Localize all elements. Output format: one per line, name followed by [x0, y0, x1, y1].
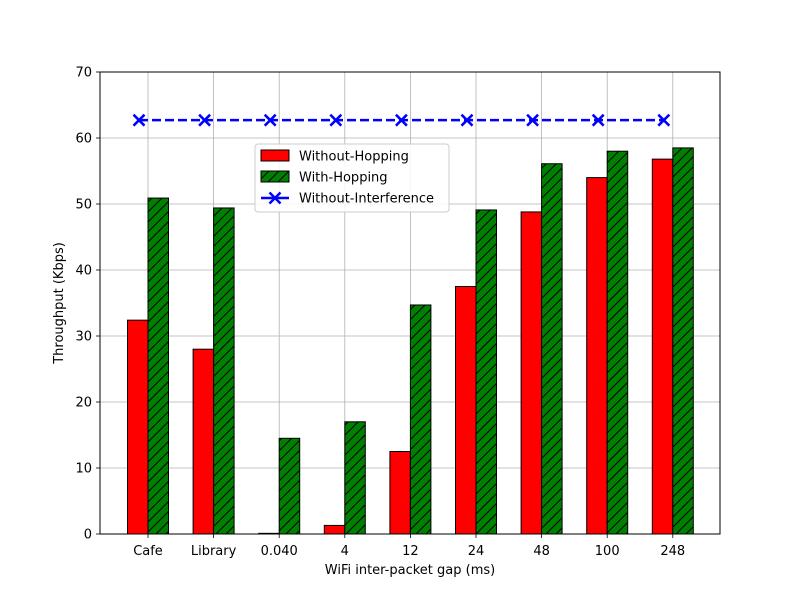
x-tick-label: Cafe — [133, 544, 163, 559]
y-tick-label: 60 — [75, 132, 92, 147]
without-hopping-bar — [389, 451, 411, 535]
with-hopping-bar — [475, 209, 497, 535]
without-interference-marker — [329, 113, 343, 127]
y-tick-label: 70 — [75, 66, 92, 81]
legend-label: Without-Hopping — [299, 150, 409, 165]
without-hopping-bar — [651, 158, 674, 535]
without-hopping-bar — [127, 319, 149, 535]
with-hopping-bar — [278, 437, 301, 535]
legend: Without-Hopping With-Hopping Without-Inter… — [254, 143, 450, 213]
x-tick-label: 48 — [533, 544, 550, 559]
y-tick-label: 50 — [75, 198, 92, 213]
without-interference-marker — [198, 113, 211, 127]
with-hopping-bar — [344, 421, 366, 535]
legend-x-marker — [268, 191, 282, 205]
with-hopping-bar — [213, 207, 235, 535]
x-tick-label: 248 — [660, 544, 685, 559]
without-hopping-bar — [455, 286, 477, 535]
without-interference-marker — [263, 113, 277, 127]
with-hopping-bar — [409, 304, 432, 535]
without-hopping-bar — [192, 348, 215, 535]
with-hopping-bar — [606, 150, 629, 535]
with-hopping-bar — [672, 147, 694, 535]
without-interference-marker — [395, 113, 408, 127]
x-axis: Cafe Library 0.040 4 12 24 48 100 248 — [133, 534, 685, 559]
x-tick-label: Library — [191, 544, 237, 559]
without-hopping-bar — [323, 524, 346, 535]
legend-box — [254, 143, 450, 213]
without-interference-series — [132, 113, 671, 127]
x-axis-label: WiFi inter-packet gap (ms) — [325, 563, 495, 578]
x-tick-label: 100 — [595, 544, 620, 559]
x-tick-label: 12 — [402, 544, 419, 559]
legend-label: With-Hopping — [299, 171, 388, 186]
without-interference-marker — [132, 113, 146, 127]
without-hopping-bar — [586, 177, 608, 535]
without-interference-marker — [526, 113, 539, 127]
y-tick-label: 10 — [75, 462, 92, 477]
y-tick-label: 0 — [84, 528, 92, 543]
x-tick-label: 4 — [341, 544, 349, 559]
x-tick-label: 0.040 — [261, 544, 298, 559]
legend-with-hopping-swatch — [260, 170, 290, 183]
without-interference-marker — [591, 113, 605, 127]
y-axis: 0 10 20 30 40 50 60 70 — [75, 66, 100, 543]
x-tick-label: 24 — [468, 544, 485, 559]
without-interference-marker — [657, 113, 671, 127]
y-axis-label: Throughput (Kbps) — [52, 242, 67, 365]
with-hopping-bar — [147, 197, 169, 535]
y-tick-label: 40 — [75, 264, 92, 279]
legend-label: Without-Interference — [299, 192, 434, 207]
with-hopping-bar — [541, 163, 563, 535]
y-tick-label: 20 — [75, 396, 92, 411]
without-interference-marker — [460, 113, 474, 127]
legend-without-hopping-swatch — [260, 149, 290, 162]
y-tick-label: 30 — [75, 330, 92, 345]
without-hopping-bar — [520, 211, 543, 535]
